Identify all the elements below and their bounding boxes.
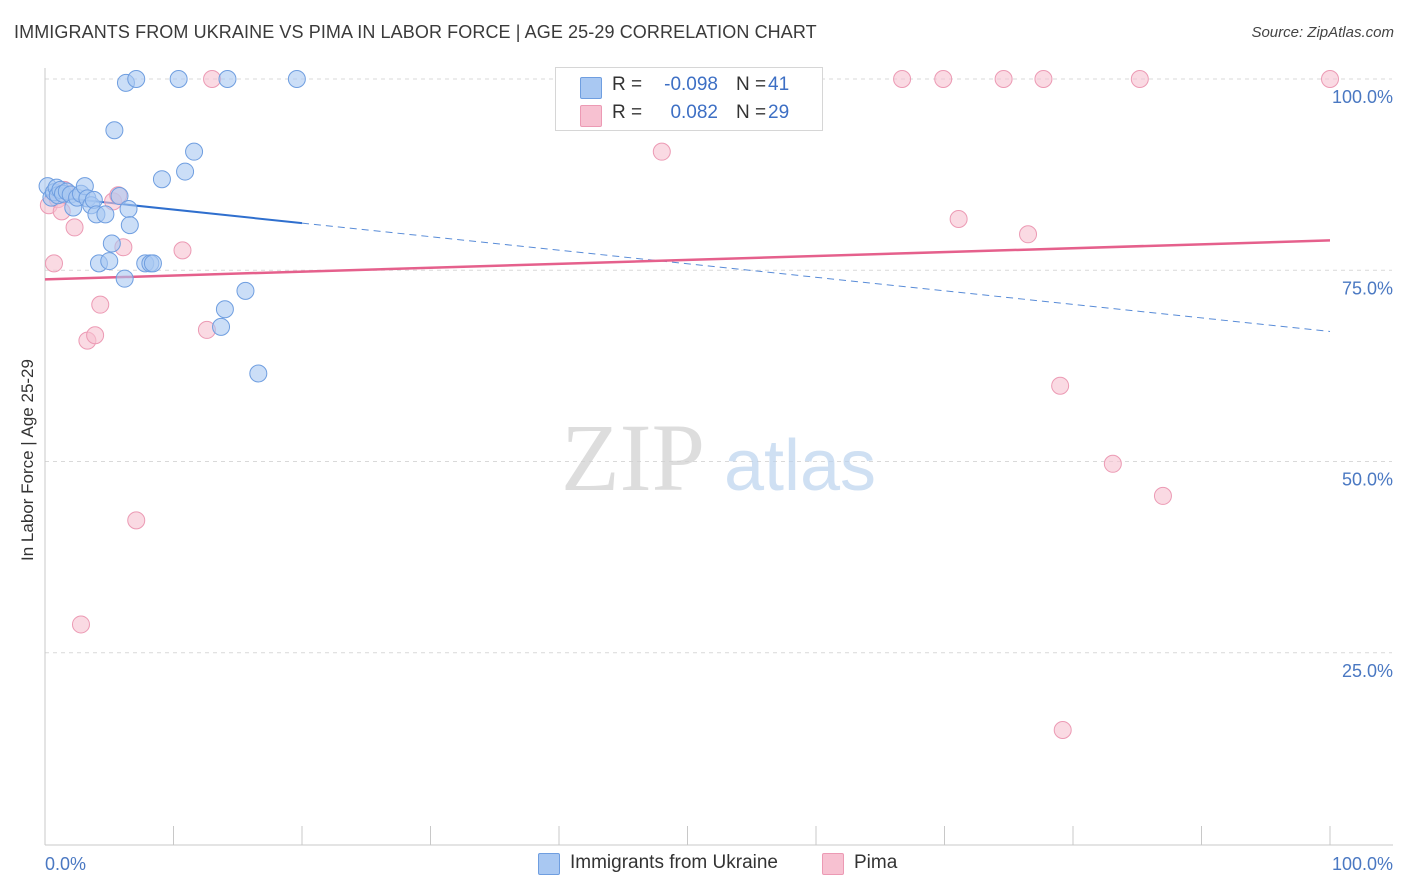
point-ukraine bbox=[110, 187, 129, 206]
watermark: ZIP atlas bbox=[561, 404, 876, 511]
point-ukraine bbox=[236, 281, 255, 300]
point-pima bbox=[994, 70, 1013, 88]
point-pima bbox=[203, 70, 222, 88]
point-pima bbox=[173, 241, 192, 260]
point-pima bbox=[1153, 486, 1172, 505]
legend-swatch-pima bbox=[580, 105, 602, 127]
point-ukraine bbox=[212, 317, 231, 336]
point-pima bbox=[934, 70, 953, 88]
point-ukraine bbox=[127, 70, 146, 88]
point-ukraine bbox=[218, 70, 237, 88]
y-tick-label: 50.0% bbox=[1342, 470, 1393, 490]
legend-label-ukraine: Immigrants from Ukraine bbox=[570, 852, 778, 873]
point-pima bbox=[44, 254, 63, 273]
legend-r-value: 0.082 bbox=[670, 102, 718, 123]
point-pima bbox=[86, 326, 105, 345]
tick-labels: 100.0% 75.0% 50.0% 25.0% 0.0% 100.0% bbox=[45, 87, 1393, 874]
point-pima bbox=[65, 218, 84, 237]
x-tick-label: 100.0% bbox=[1332, 854, 1393, 874]
chart-title: IMMIGRANTS FROM UKRAINE VS PIMA IN LABOR… bbox=[14, 22, 817, 42]
point-pima bbox=[949, 209, 968, 228]
point-pima bbox=[1034, 70, 1053, 88]
point-pima bbox=[1103, 454, 1122, 473]
correlation-legend: R = -0.098 N = 41 R = 0.082 N = 29 bbox=[555, 67, 823, 131]
point-pima bbox=[127, 511, 146, 530]
point-ukraine bbox=[102, 234, 121, 253]
trend-line-ukraine-extrapolated bbox=[301, 222, 1331, 332]
data-points bbox=[38, 70, 1339, 740]
legend-n-label: N = bbox=[736, 102, 767, 123]
axis-layer bbox=[44, 68, 1393, 846]
point-ukraine bbox=[152, 170, 171, 189]
y-tick-label: 25.0% bbox=[1342, 661, 1393, 681]
point-pima bbox=[1051, 376, 1070, 395]
point-ukraine bbox=[185, 142, 204, 161]
trend-line-pima bbox=[44, 239, 1331, 281]
point-ukraine bbox=[215, 300, 234, 319]
point-ukraine bbox=[287, 70, 306, 88]
point-ukraine bbox=[143, 254, 162, 273]
legend-label-pima: Pima bbox=[854, 852, 898, 873]
legend-n-label: N = bbox=[736, 74, 767, 95]
point-ukraine bbox=[169, 70, 188, 88]
legend-r-label: R = bbox=[612, 74, 643, 95]
legend-r-label: R = bbox=[612, 102, 643, 123]
point-ukraine bbox=[119, 200, 138, 219]
watermark-atlas: atlas bbox=[724, 426, 876, 506]
legend-r-value: -0.098 bbox=[664, 74, 718, 95]
point-pima bbox=[71, 615, 90, 634]
legend-swatch-ukraine bbox=[580, 77, 602, 99]
point-pima bbox=[893, 70, 912, 88]
y-tick-label: 100.0% bbox=[1332, 87, 1393, 107]
point-ukraine bbox=[105, 121, 124, 140]
point-pima bbox=[91, 295, 110, 314]
point-ukraine bbox=[100, 252, 119, 271]
legend-n-value: 41 bbox=[768, 74, 790, 95]
point-pima bbox=[1053, 721, 1072, 740]
grid-layer bbox=[45, 78, 1392, 654]
point-ukraine bbox=[249, 364, 268, 383]
point-pima bbox=[1019, 225, 1038, 244]
point-ukraine bbox=[115, 269, 134, 288]
legend-swatch-pima bbox=[822, 853, 844, 875]
point-pima bbox=[652, 142, 671, 161]
point-ukraine bbox=[176, 162, 195, 181]
point-ukraine bbox=[96, 205, 115, 224]
legend-n-value: 29 bbox=[768, 102, 790, 123]
x-tick-label: 0.0% bbox=[45, 854, 86, 874]
trend-lines bbox=[44, 195, 1331, 332]
watermark-zip: ZIP bbox=[561, 404, 705, 511]
point-pima bbox=[1321, 70, 1339, 88]
legend-swatch-ukraine bbox=[538, 853, 560, 875]
point-ukraine bbox=[120, 216, 139, 235]
y-tick-label: 75.0% bbox=[1342, 278, 1393, 298]
source-label: Source: ZipAtlas.com bbox=[1251, 24, 1394, 41]
point-pima bbox=[1130, 70, 1149, 88]
